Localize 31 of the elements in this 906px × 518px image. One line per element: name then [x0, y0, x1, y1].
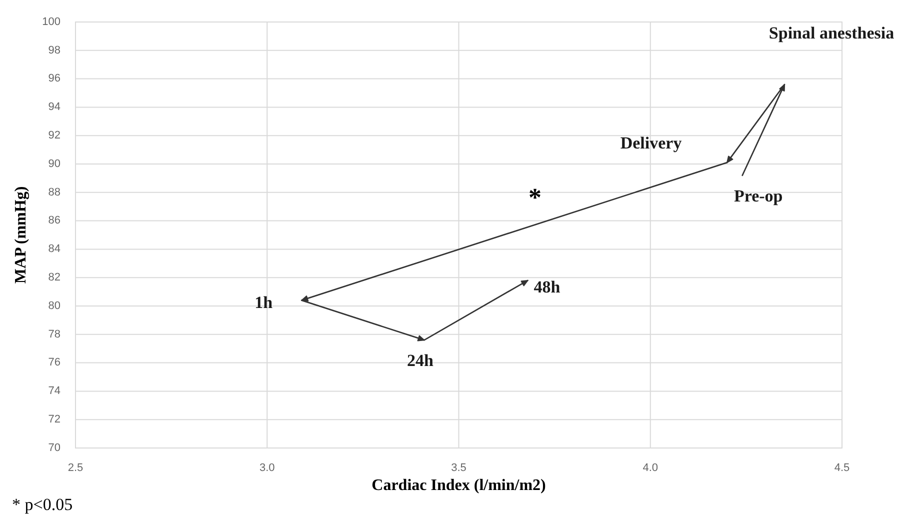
y-tick-label: 94: [48, 101, 60, 114]
x-tick-label: 2.5: [68, 462, 84, 474]
y-tick-label: 96: [48, 72, 60, 85]
annotation: *: [528, 183, 542, 212]
text: * p<0.05: [12, 495, 73, 514]
y-tick-label: 78: [48, 328, 60, 340]
y-tick-label: 82: [48, 272, 60, 284]
x-tick-label: 3.0: [259, 462, 275, 474]
x-axis-title: Cardiac Index (l/min/m2): [372, 477, 546, 494]
y-tick-label: 90: [48, 158, 60, 170]
y-tick-label: 70: [48, 442, 60, 454]
x-tick-label: 4.5: [834, 462, 850, 474]
annotation: 48h: [534, 277, 561, 296]
y-tick-label: 98: [48, 44, 60, 56]
y-tick-label: 92: [48, 130, 60, 142]
x-tick-label: 4.0: [642, 462, 658, 474]
y-tick-label: 72: [48, 414, 60, 426]
y-tick-label: 88: [48, 186, 60, 198]
y-tick-label: 74: [48, 385, 60, 398]
y-tick-label: 100: [42, 16, 60, 28]
x-tick-label: 3.5: [451, 462, 466, 474]
annotation: 24h: [407, 350, 434, 370]
y-tick-label: 84: [48, 243, 60, 256]
y-tick-label: 76: [48, 356, 60, 369]
annotation: 1h: [254, 293, 274, 312]
annotation: Pre-op: [734, 186, 783, 206]
y-axis-title: MAP (mmHg): [12, 186, 30, 284]
annotation: Spinal anesthesia: [768, 23, 895, 42]
y-tick-label: 80: [48, 300, 60, 312]
annotation: Delivery: [620, 133, 682, 152]
y-tick-label: 86: [48, 214, 60, 227]
